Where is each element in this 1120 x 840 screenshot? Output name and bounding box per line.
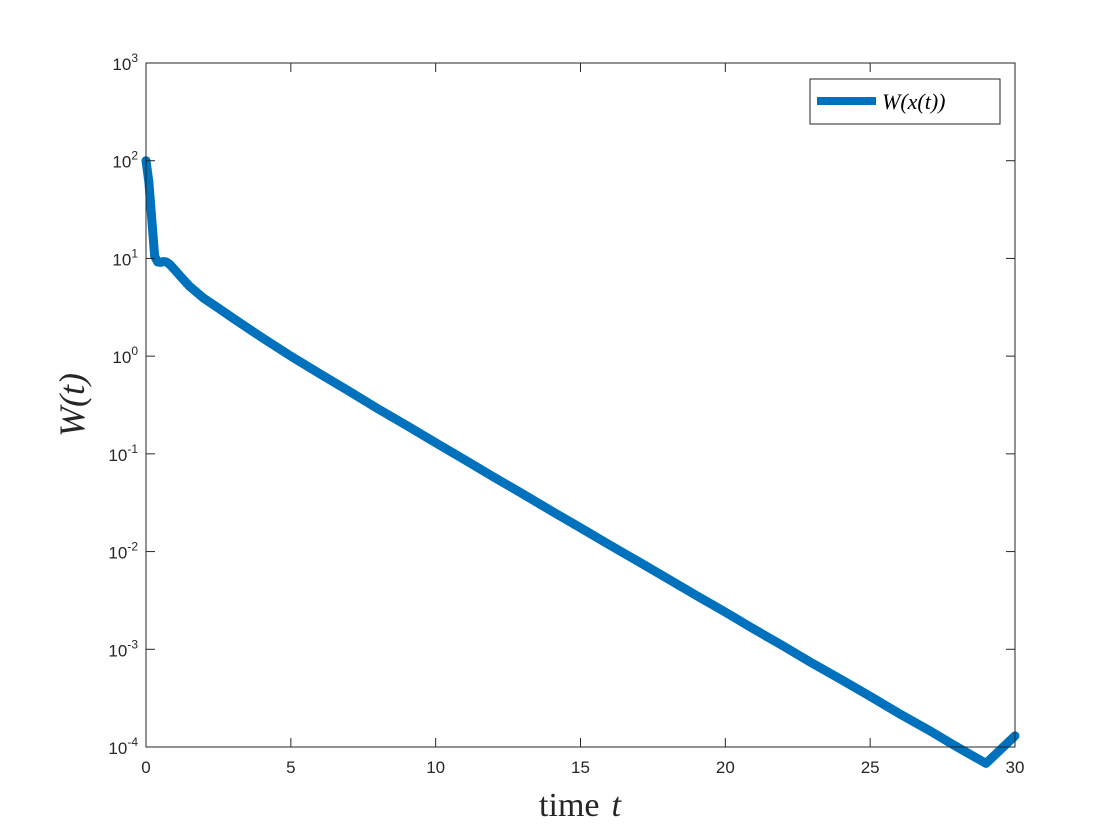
x-axis-title: time t (539, 787, 622, 824)
x-tick-label: 20 (716, 758, 735, 777)
x-tick-label: 0 (141, 758, 150, 777)
legend: W(x(t)) (809, 78, 1001, 125)
series-layer (141, 156, 1020, 768)
x-tick-label: 15 (571, 758, 590, 777)
y-tick-label: 10-2 (108, 540, 138, 563)
y-tick-label: 100 (112, 344, 138, 367)
y-axis-title: W(t) (52, 373, 92, 437)
x-tick-label: 10 (426, 758, 445, 777)
y-tick-label: 10-1 (108, 442, 138, 465)
y-tick-label: 10-3 (108, 637, 138, 660)
x-tick-label: 30 (1006, 758, 1025, 777)
y-tick-label: 103 (112, 51, 138, 74)
y-tick-label: 10-4 (108, 735, 138, 758)
series-line-0 (141, 156, 1020, 768)
x-axis-label-text: time (539, 787, 599, 824)
y-tick-label: 102 (112, 149, 138, 172)
legend-entry-label: W(x(t)) (882, 89, 946, 114)
x-tick-label: 25 (861, 758, 880, 777)
x-tick-label: 5 (286, 758, 295, 777)
ticks-layer: 0 5 10 15 20 25 30 10-4 10-3 10-2 10-1 100 101 102 103 (108, 51, 1024, 777)
x-axis-label-var: t (611, 787, 622, 824)
plot-area (146, 63, 1015, 747)
y-tick-label: 101 (112, 246, 138, 269)
